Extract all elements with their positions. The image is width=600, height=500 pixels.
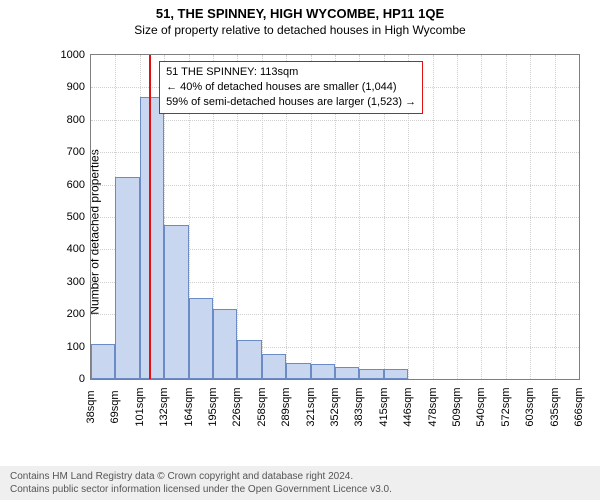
x-tick: 321sqm <box>305 387 317 426</box>
x-tick: 289sqm <box>280 387 292 426</box>
y-tick: 500 <box>67 211 85 223</box>
histogram-bar <box>140 97 164 379</box>
histogram-bar <box>213 309 237 379</box>
x-tick: 352sqm <box>329 387 341 426</box>
title-main: 51, THE SPINNEY, HIGH WYCOMBE, HP11 1QE <box>0 0 600 21</box>
histogram-bar <box>286 363 310 379</box>
x-tick: 572sqm <box>500 387 512 426</box>
gridline-v <box>481 55 482 379</box>
y-tick: 100 <box>67 341 85 353</box>
histogram-bar <box>384 369 408 379</box>
x-tick: 195sqm <box>207 387 219 426</box>
y-tick: 700 <box>67 146 85 158</box>
histogram-bar <box>359 369 383 379</box>
gridline-v <box>530 55 531 379</box>
y-tick: 900 <box>67 81 85 93</box>
histogram-bar <box>115 177 139 380</box>
histogram-bar <box>164 225 188 379</box>
x-tick: 666sqm <box>573 387 585 426</box>
x-tick: 383sqm <box>353 387 365 426</box>
chart: Number of detached properties 0100200300… <box>60 44 585 420</box>
x-tick: 603sqm <box>524 387 536 426</box>
y-tick: 600 <box>67 179 85 191</box>
y-tick: 300 <box>67 276 85 288</box>
title-sub: Size of property relative to detached ho… <box>0 21 600 37</box>
y-tick: 1000 <box>61 49 85 61</box>
histogram-bar <box>262 354 286 379</box>
gridline-v <box>433 55 434 379</box>
x-tick: 38sqm <box>85 390 97 423</box>
marker-line <box>149 55 151 379</box>
x-tick: 446sqm <box>402 387 414 426</box>
x-tick: 635sqm <box>549 387 561 426</box>
y-tick: 200 <box>67 308 85 320</box>
x-tick: 478sqm <box>427 387 439 426</box>
callout-box: 51 THE SPINNEY: 113sqm ← 40% of detached… <box>159 61 423 114</box>
histogram-bar <box>189 298 213 379</box>
histogram-bar <box>237 340 261 379</box>
gridline-v <box>506 55 507 379</box>
x-tick: 509sqm <box>451 387 463 426</box>
gridline-v <box>457 55 458 379</box>
x-tick: 258sqm <box>256 387 268 426</box>
callout-line: 59% of semi-detached houses are larger (… <box>166 95 416 110</box>
histogram-bar <box>311 364 335 379</box>
y-tick: 400 <box>67 243 85 255</box>
footer: Contains HM Land Registry data © Crown c… <box>0 466 600 500</box>
callout-line: 51 THE SPINNEY: 113sqm <box>166 65 416 80</box>
footer-line: Contains HM Land Registry data © Crown c… <box>10 470 590 483</box>
x-tick: 132sqm <box>158 387 170 426</box>
callout-line: ← 40% of detached houses are smaller (1,… <box>166 80 416 95</box>
x-tick: 69sqm <box>109 390 121 423</box>
x-tick: 164sqm <box>183 387 195 426</box>
y-tick: 0 <box>79 373 85 385</box>
y-tick: 800 <box>67 114 85 126</box>
gridline-v <box>555 55 556 379</box>
x-tick: 540sqm <box>475 387 487 426</box>
plot-area: 0100200300400500600700800900100038sqm69s… <box>90 54 580 380</box>
histogram-bar <box>91 344 115 379</box>
footer-line: Contains public sector information licen… <box>10 483 590 496</box>
x-tick: 101sqm <box>134 387 146 426</box>
x-tick: 415sqm <box>378 387 390 426</box>
x-tick: 226sqm <box>231 387 243 426</box>
histogram-bar <box>335 367 359 379</box>
